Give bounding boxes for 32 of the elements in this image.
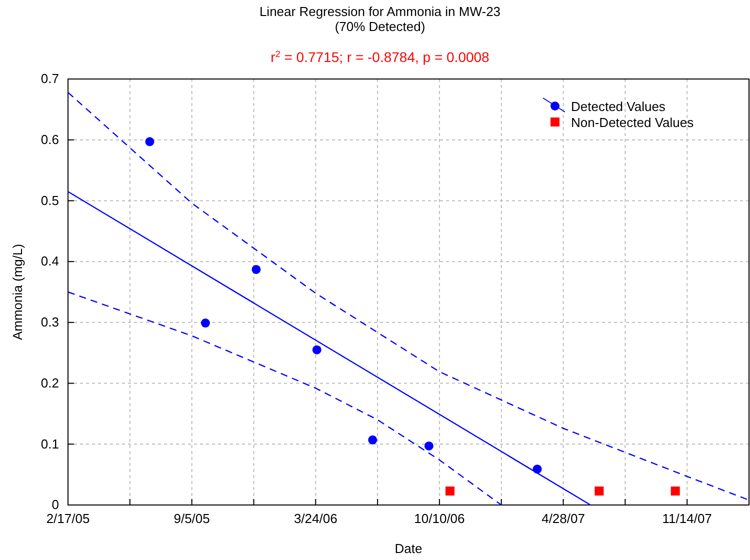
x-tick-label: 11/14/07 (662, 511, 712, 526)
legend-label: Non-Detected Values (571, 115, 694, 130)
x-tick-label: 4/28/07 (542, 511, 585, 526)
y-tick-label: 0.6 (40, 132, 59, 148)
legend-label: Detected Values (571, 99, 666, 114)
y-axis-title: Ammonia (mg/L) (10, 244, 25, 340)
point (670, 486, 680, 496)
y-tick-label: 0.2 (40, 375, 59, 390)
y-tick-label: 0.5 (40, 192, 59, 208)
y-tick-label: 0 (52, 497, 59, 512)
x-tick-label: 2/17/05 (46, 511, 90, 526)
y-tick-label: 0.7 (40, 71, 59, 86)
text: r$^{2}$ = 0.7715; r = -0.8784, p = 0.0008 (270, 49, 490, 65)
x-tick-label: 9/5/05 (174, 511, 210, 526)
point (445, 486, 454, 496)
point (594, 486, 604, 496)
y-tick-label: 0.1 (40, 436, 59, 452)
y-tick-label: 0.3 (40, 314, 59, 330)
chart-title: Linear Regression for Ammonia in MW-23 (259, 4, 501, 19)
line-series (67, 92, 750, 501)
point (252, 264, 261, 274)
point (145, 137, 154, 146)
point (424, 441, 434, 450)
x-axis-title: Date (394, 541, 422, 556)
point (200, 318, 210, 328)
x-tick-label: 10/10/06 (414, 511, 465, 526)
chart-subtitle: (70% Detected) (334, 19, 426, 34)
x-tick-label: 3/24/06 (294, 511, 338, 526)
y-tick-label: 0.4 (40, 254, 59, 269)
line-series (67, 291, 502, 506)
point (312, 345, 322, 354)
point (368, 435, 378, 444)
